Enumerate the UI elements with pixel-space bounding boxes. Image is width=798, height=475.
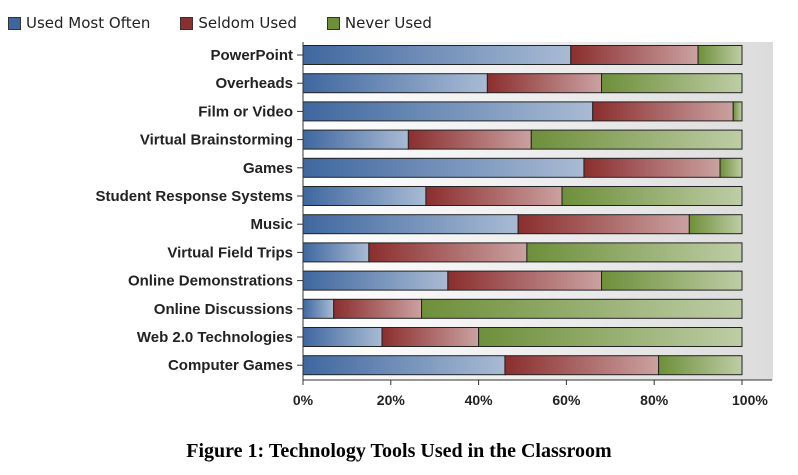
bar-virtual-brainstorming-never-used <box>530 129 743 150</box>
bar-online-demonstrations-seldom-used <box>447 270 603 291</box>
bar-virtual-brainstorming-used-most-often <box>302 129 409 150</box>
x-tick-labels: 0% 20% 40% 60% 80% 100% <box>293 380 768 408</box>
bar-overheads-used-most-often <box>302 73 488 94</box>
category-label: PowerPoint <box>210 47 293 64</box>
bar-web-2-0-technologies-used-most-often <box>302 327 383 347</box>
bar-virtual-field-trips-never-used <box>526 242 743 263</box>
legend-item-never-used: Never Used <box>326 14 432 32</box>
plot-area <box>303 42 773 380</box>
category-label: Student Response Systems <box>95 188 293 205</box>
bar-virtual-field-trips-seldom-used <box>368 242 528 263</box>
category-label: Music <box>250 216 293 233</box>
bar-online-discussions-never-used <box>421 298 743 319</box>
plot-background <box>303 42 773 380</box>
bar-games-never-used <box>719 157 743 178</box>
bar-computer-games-used-most-often <box>302 355 506 376</box>
legend-label-seldom-used: Seldom Used <box>198 14 297 32</box>
category-label: Film or Video <box>198 103 293 120</box>
bar-overheads-seldom-used <box>486 73 603 94</box>
bar-student-response-systems-never-used <box>561 186 743 206</box>
category-label: Online Demonstrations <box>128 273 293 290</box>
x-tick-label: 60% <box>552 392 581 408</box>
bar-overheads-never-used <box>601 73 743 94</box>
bar-online-discussions-seldom-used <box>333 298 423 319</box>
bar-games-used-most-often <box>302 157 585 178</box>
bar-online-discussions-used-most-often <box>302 298 335 319</box>
bar-web-2-0-technologies-seldom-used <box>381 327 480 347</box>
category-labels: PowerPoint Overheads Film or Video Virtual … <box>95 47 293 374</box>
bar-games-seldom-used <box>583 157 721 178</box>
legend-label-used-most-often: Used Most Often <box>26 14 151 32</box>
bar-virtual-brainstorming-seldom-used <box>407 129 532 150</box>
legend-item-seldom-used: Seldom Used <box>180 14 297 32</box>
bar-powerpoint-never-used <box>697 45 743 65</box>
legend-label-never-used: Never Used <box>344 14 432 32</box>
bar-student-response-systems-used-most-often <box>302 186 427 206</box>
figure-caption: Figure 1: Technology Tools Used in the C… <box>186 440 612 462</box>
bar-powerpoint-used-most-often <box>302 45 572 65</box>
bar-online-demonstrations-used-most-often <box>302 270 449 291</box>
category-label: Virtual Brainstorming <box>140 132 293 149</box>
bar-virtual-field-trips-used-most-often <box>302 242 370 263</box>
x-tick-label: 0% <box>293 392 314 408</box>
legend-swatch-seldom-used <box>180 16 194 30</box>
category-label: Web 2.0 Technologies <box>137 329 293 346</box>
bar-computer-games-never-used <box>658 355 743 376</box>
x-tick-label: 40% <box>465 392 494 408</box>
category-label: Virtual Field Trips <box>167 244 293 261</box>
bar-online-demonstrations-never-used <box>601 270 743 291</box>
bar-web-2-0-technologies-never-used <box>478 327 743 347</box>
bar-music-seldom-used <box>517 214 690 235</box>
bar-powerpoint-seldom-used <box>570 45 699 65</box>
x-tick-label: 100% <box>732 392 768 408</box>
bar-music-never-used <box>688 214 743 235</box>
bar-film-or-video-used-most-often <box>302 101 594 122</box>
bar-computer-games-seldom-used <box>504 355 660 376</box>
x-tick-label: 20% <box>377 392 406 408</box>
bar-music-used-most-often <box>302 214 519 235</box>
category-label: Online Discussions <box>154 301 293 318</box>
axes <box>297 42 772 381</box>
legend-swatch-never-used <box>326 16 340 30</box>
category-label: Computer Games <box>168 357 293 374</box>
category-label: Games <box>243 160 293 177</box>
bar-film-or-video-seldom-used <box>592 101 734 122</box>
category-label: Overheads <box>215 75 293 92</box>
legend-swatch-used-most-often <box>8 16 21 30</box>
x-tick-label: 80% <box>640 392 669 408</box>
bar-student-response-systems-seldom-used <box>425 186 563 206</box>
legend-item-used-most-often: Used Most Often <box>8 14 150 32</box>
legend: Used Most Often Seldom Used Never Used <box>8 14 462 32</box>
bar-film-or-video-never-used <box>732 101 743 122</box>
